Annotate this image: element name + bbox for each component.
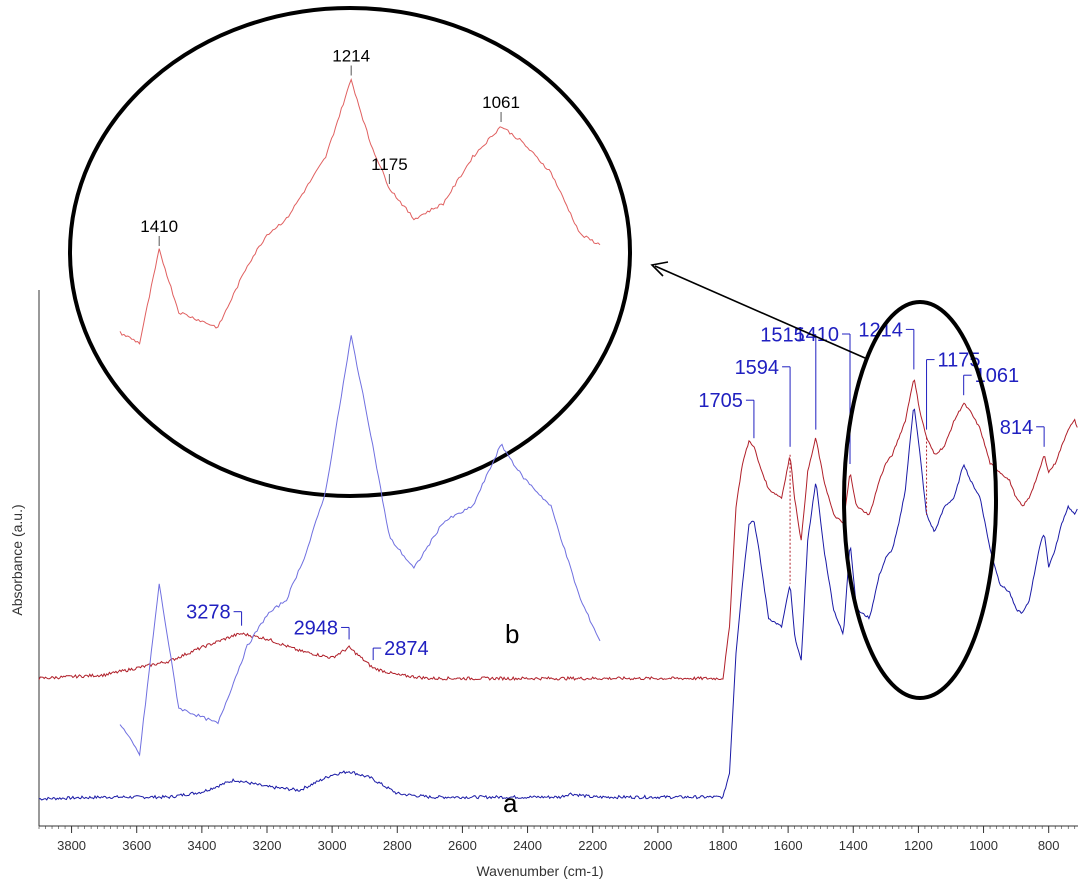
inset-annotations: 1410 1214 1175 1061 <box>140 47 520 246</box>
peak-guides <box>789 437 928 584</box>
peak-label: 2948 <box>294 617 339 639</box>
x-tick-label: 2400 <box>513 838 542 853</box>
x-tick-label: 1000 <box>969 838 998 853</box>
peak-label: 814 <box>1000 417 1033 439</box>
y-axis-title: Absorbance (a.u.) <box>9 504 25 615</box>
peak-label: 3278 <box>186 602 231 624</box>
inset-ellipse <box>68 6 632 498</box>
x-tick-label: 2200 <box>578 838 607 853</box>
series-line-b <box>38 379 1078 682</box>
peak-label: 1410 <box>795 324 840 346</box>
x-tick-label: 2800 <box>383 838 412 853</box>
inset-magnified-view: 1410 1214 1175 1061 <box>68 6 632 757</box>
x-tick-label: 1200 <box>904 838 933 853</box>
inset-peak-label: 1175 <box>371 155 408 174</box>
x-tick-label: 2000 <box>643 838 672 853</box>
inset-peak-label: 1410 <box>140 217 178 236</box>
x-tick-label: 1800 <box>709 838 738 853</box>
x-tick-label: 3600 <box>122 838 151 853</box>
x-tick-label: 800 <box>1038 838 1060 853</box>
series-label-a: a <box>503 788 518 818</box>
series-line-a <box>38 408 1078 801</box>
peak-label: 1705 <box>698 390 743 412</box>
series-label-b: b <box>505 619 519 649</box>
x-tick-label: 3400 <box>187 838 216 853</box>
x-tick-label: 1600 <box>774 838 803 853</box>
zoom-region-ellipse <box>842 300 998 700</box>
x-tick-label: 3800 <box>57 838 86 853</box>
series-layer <box>38 379 1078 801</box>
x-tick-label: 3000 <box>318 838 347 853</box>
inset-peak-label: 1214 <box>332 47 370 66</box>
inset-peak-label: 1061 <box>482 93 520 112</box>
peak-label: 1515 <box>760 325 805 347</box>
x-tick-label: 2600 <box>448 838 477 853</box>
inset-series-line-a <box>119 335 601 757</box>
inset-series-layer <box>119 78 601 757</box>
peak-label: 2874 <box>384 638 429 660</box>
zoom-arrow <box>650 261 866 359</box>
x-tick-label: 1400 <box>839 838 868 853</box>
peak-label: 1594 <box>735 357 780 379</box>
peak-label: 1061 <box>975 365 1020 387</box>
x-ticks: 3800 3600 3400 3200 3000 2800 2600 2400 2200 2000… <box>38 826 1076 853</box>
inset-series-line-b <box>119 78 601 345</box>
x-axis-title: Wavenumber (cm-1) <box>476 863 603 879</box>
x-tick-label: 3200 <box>253 838 282 853</box>
